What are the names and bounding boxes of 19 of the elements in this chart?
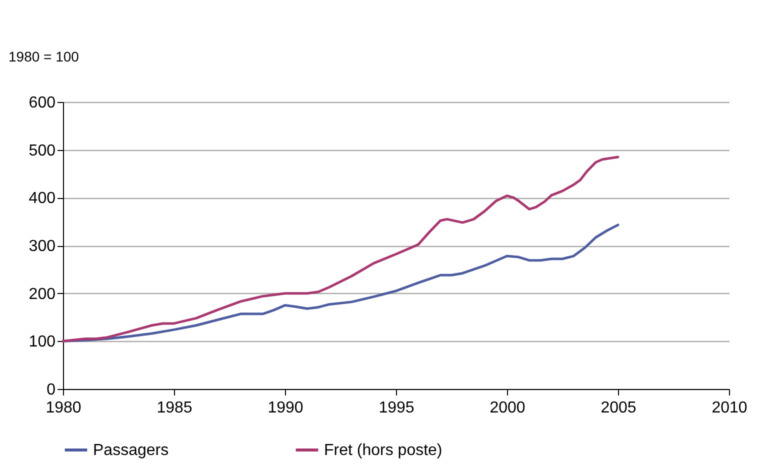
y-axis-title: 1980 = 100 — [8, 48, 80, 64]
y-tick-label: 400 — [28, 190, 56, 208]
y-tick-label: 0 — [46, 382, 56, 398]
x-tick-label: 2005 — [600, 400, 636, 416]
line-series — [62, 156, 620, 342]
legend-label: Fret (hors poste) — [324, 442, 442, 459]
x-tick-label: 2000 — [490, 400, 526, 416]
x-tick-label: 2010 — [712, 400, 748, 416]
y-tick-label: 200 — [28, 286, 56, 303]
x-tick-label: 1995 — [378, 400, 414, 416]
x-tick-label: 1980 — [46, 400, 82, 416]
y-tick-label: 600 — [28, 94, 56, 112]
y-tick-label: 500 — [28, 142, 56, 160]
y-tick-label: 100 — [28, 334, 56, 351]
x-tick-label: 1985 — [156, 400, 192, 416]
y-tick-label: 300 — [28, 238, 56, 255]
x-tick-label: 1990 — [268, 400, 304, 416]
line-series — [62, 224, 620, 342]
legend-label: Passagers — [93, 442, 169, 459]
